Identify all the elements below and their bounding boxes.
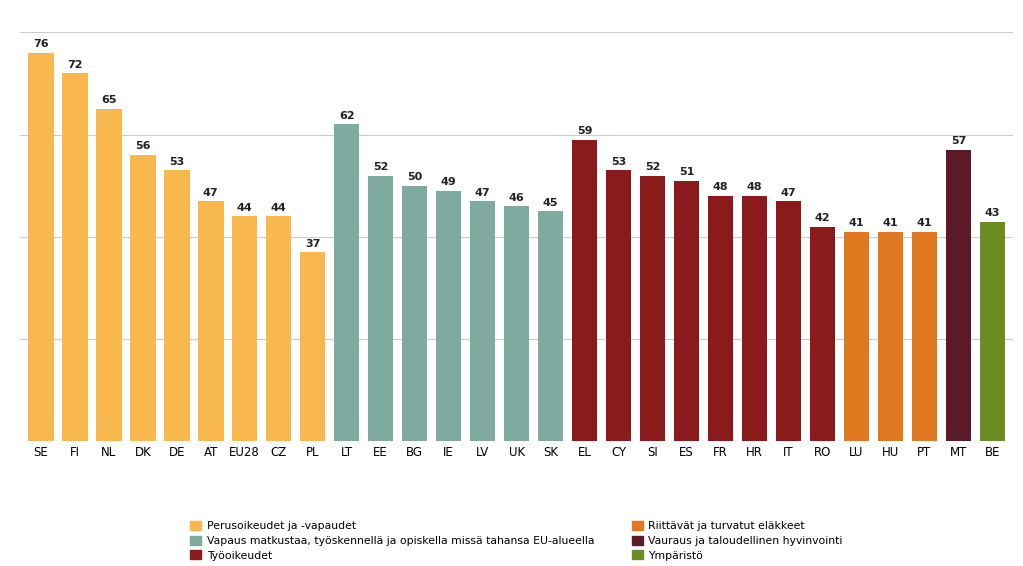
Bar: [402, 186, 428, 441]
Bar: [639, 175, 665, 441]
Bar: [878, 232, 903, 441]
Text: 48: 48: [713, 182, 728, 192]
Bar: [470, 201, 495, 441]
Bar: [62, 73, 88, 441]
Text: 41: 41: [849, 218, 864, 228]
Text: 43: 43: [984, 208, 1000, 218]
Text: 47: 47: [781, 187, 796, 198]
Bar: [708, 196, 733, 441]
Text: 57: 57: [950, 136, 966, 147]
Bar: [775, 201, 801, 441]
Bar: [130, 155, 155, 441]
Bar: [300, 252, 325, 441]
Text: 42: 42: [814, 213, 831, 223]
Bar: [572, 140, 597, 441]
Text: 41: 41: [883, 218, 898, 228]
Bar: [742, 196, 767, 441]
Text: 49: 49: [441, 177, 456, 187]
Bar: [504, 206, 529, 441]
Text: 53: 53: [611, 157, 626, 167]
Bar: [266, 216, 292, 441]
Bar: [810, 226, 835, 441]
Text: 44: 44: [237, 203, 253, 213]
Text: 44: 44: [271, 203, 286, 213]
Bar: [28, 53, 53, 441]
Text: 45: 45: [543, 198, 559, 208]
Text: 56: 56: [135, 142, 150, 152]
Text: 52: 52: [373, 162, 389, 172]
Text: 76: 76: [33, 39, 49, 49]
Text: 51: 51: [679, 167, 695, 177]
Bar: [674, 181, 700, 441]
Text: 59: 59: [577, 126, 592, 136]
Bar: [96, 109, 122, 441]
Bar: [911, 232, 937, 441]
Text: 72: 72: [68, 59, 83, 70]
Text: 65: 65: [101, 96, 117, 105]
Bar: [538, 211, 564, 441]
Bar: [980, 221, 1006, 441]
Text: 37: 37: [305, 239, 320, 248]
Legend: Perusoikeudet ja -vapaudet, Vapaus matkustaa, työskennellä ja opiskella missä ta: Perusoikeudet ja -vapaudet, Vapaus matku…: [190, 521, 843, 560]
Text: 48: 48: [747, 182, 762, 192]
Text: 62: 62: [339, 111, 355, 121]
Bar: [945, 150, 971, 441]
Text: 47: 47: [475, 187, 490, 198]
Text: 50: 50: [407, 172, 422, 182]
Bar: [606, 170, 631, 441]
Bar: [368, 175, 394, 441]
Bar: [333, 125, 359, 441]
Text: 47: 47: [203, 187, 219, 198]
Bar: [198, 201, 223, 441]
Text: 52: 52: [644, 162, 660, 172]
Bar: [232, 216, 258, 441]
Bar: [164, 170, 189, 441]
Text: 41: 41: [917, 218, 932, 228]
Text: 46: 46: [508, 192, 525, 203]
Bar: [844, 232, 870, 441]
Bar: [436, 191, 461, 441]
Text: 53: 53: [169, 157, 184, 167]
